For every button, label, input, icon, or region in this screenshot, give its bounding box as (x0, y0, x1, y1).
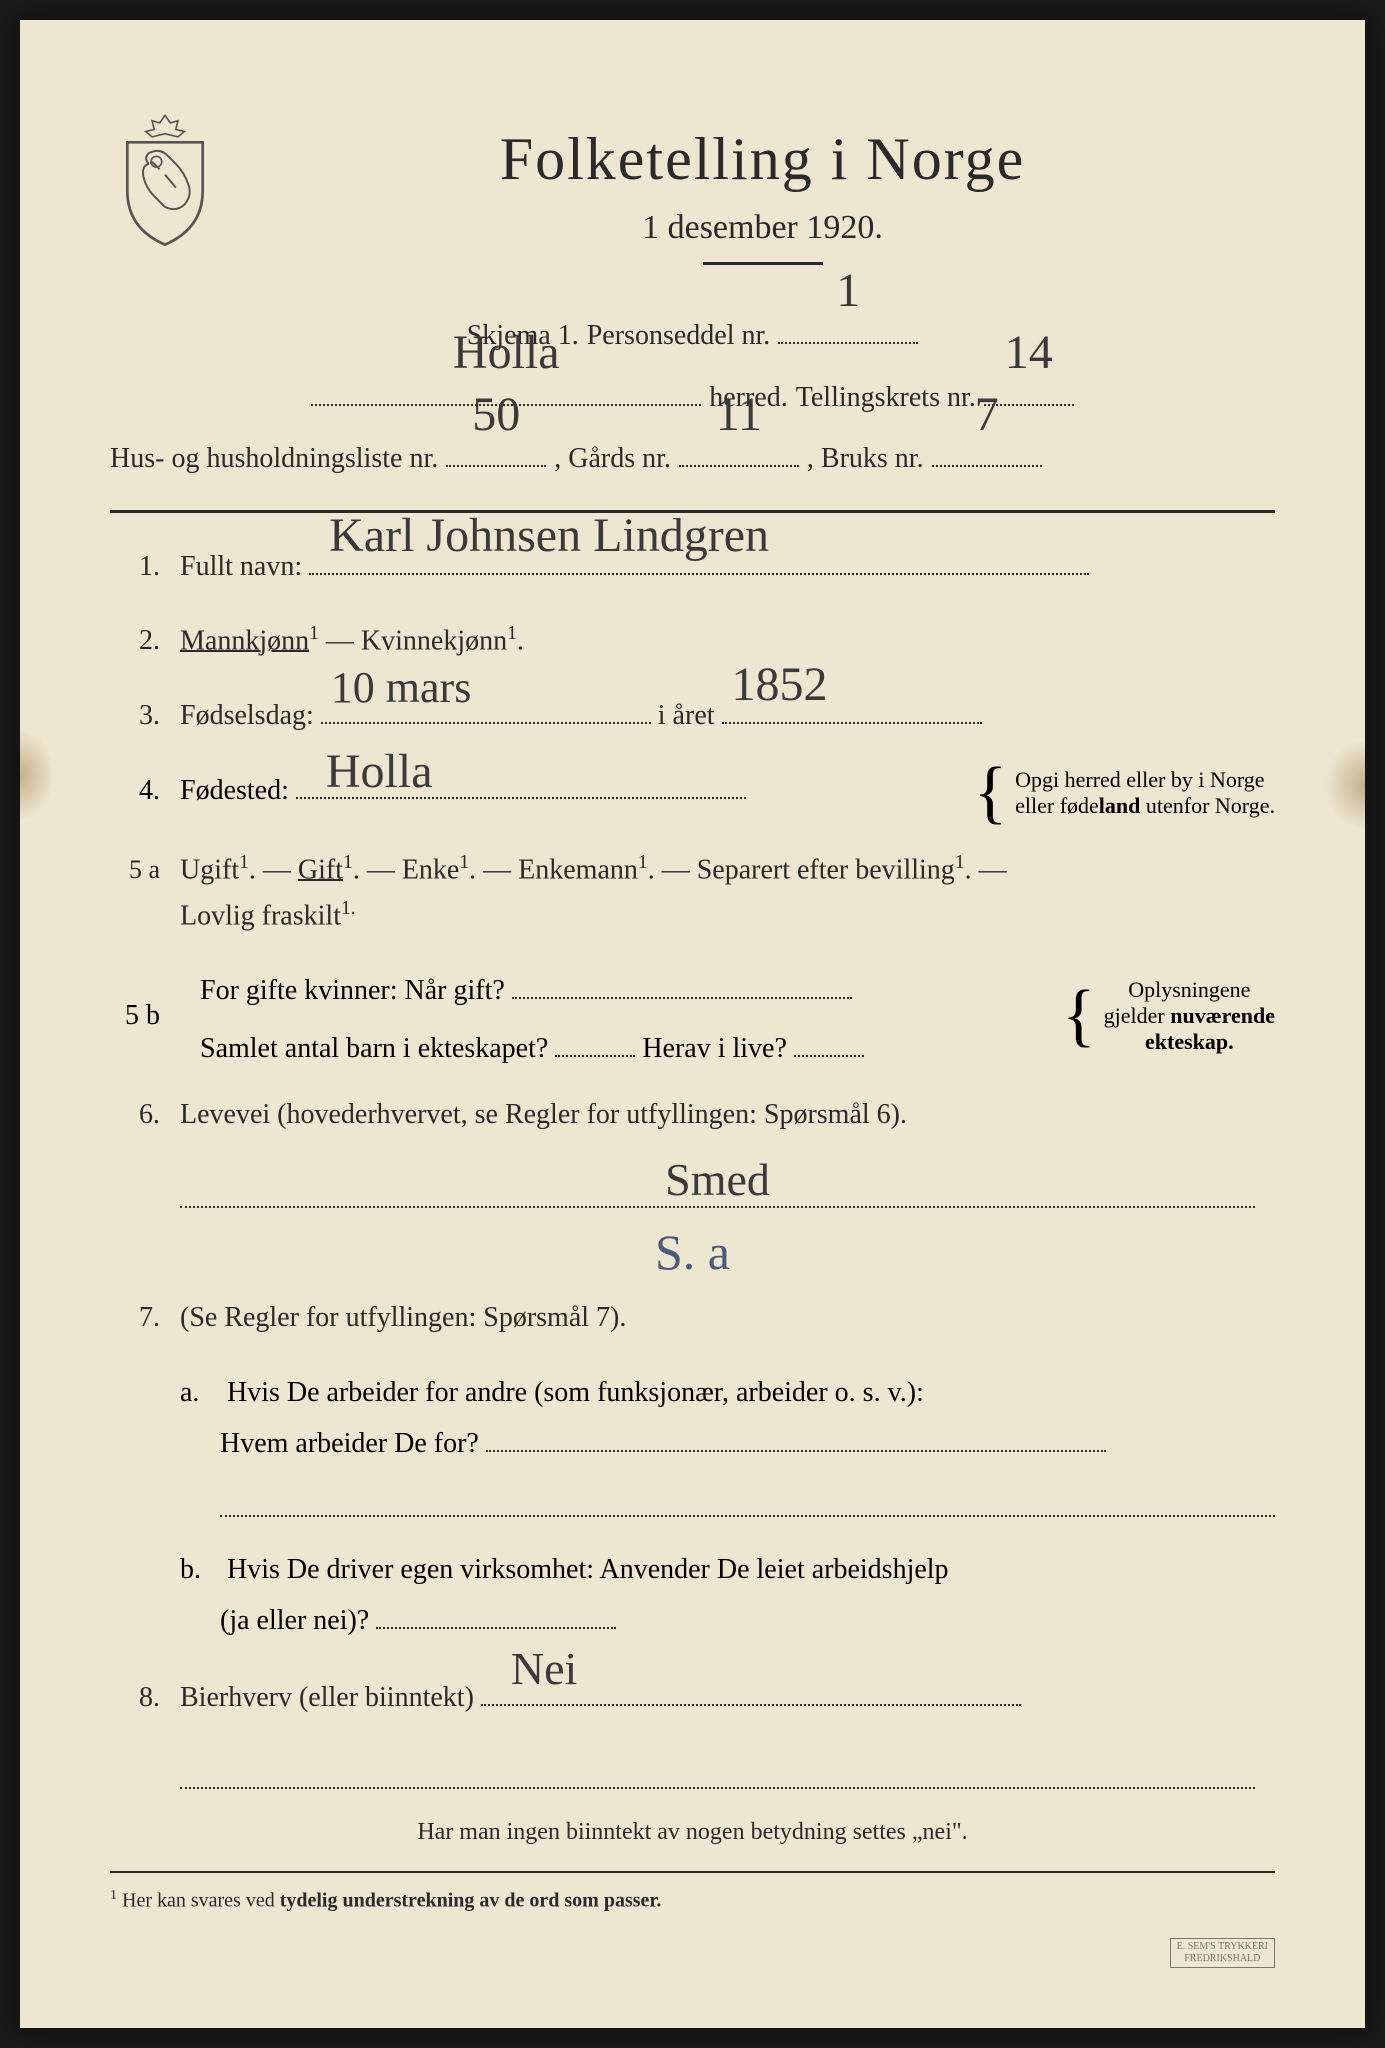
bruks-value: 7 (975, 362, 999, 468)
q3-label: Fødselsdag: (180, 700, 314, 731)
q1-value: Karl Johnsen Lindgren (329, 498, 769, 575)
subtitle: 1 desember 1920. (250, 209, 1275, 247)
footer-rule (110, 1871, 1275, 1873)
paper-stain-left (20, 730, 55, 820)
personseddel-label: Personseddel nr. (587, 305, 771, 367)
q4-num: 4. (110, 775, 160, 807)
husliste-field: 50 (446, 431, 546, 467)
q7a-line1: Hvis De arbeider for andre (som funksjon… (227, 1377, 924, 1408)
tellingskrets-label: Tellingskrets nr. (796, 367, 976, 429)
husliste-value: 50 (472, 362, 520, 468)
question-5a: 5 a Ugift1. — Gift1. — Enke1. — Enkemann… (110, 847, 1275, 939)
q6-num: 6. (110, 1093, 160, 1138)
question-5b: 5 b For gifte kvinner: Når gift? Samlet … (110, 967, 1275, 1065)
question-7a: a. Hvis De arbeider for andre (som funks… (180, 1368, 1275, 1517)
q8-num: 8. (110, 1676, 160, 1721)
q7b-line2: (ja eller nei)? (220, 1605, 369, 1636)
q7b-letter: b. (180, 1545, 220, 1595)
q4-label: Fødested: (180, 775, 289, 806)
header-row: Folketelling i Norge 1 desember 1920. (110, 110, 1275, 295)
husliste-label: Hus- og husholdningsliste nr. (110, 428, 438, 490)
q1-label: Fullt navn: (180, 551, 302, 582)
gards-field: 11 (679, 431, 799, 467)
q7-num: 7. (110, 1296, 160, 1341)
q3-num: 3. (110, 694, 160, 739)
q5b-field1 (512, 967, 852, 999)
brace-icon: { (1062, 998, 1096, 1033)
q3-year-value: 1852 (732, 647, 828, 724)
q3-year-label: i året (658, 700, 715, 731)
main-title: Folketelling i Norge (250, 125, 1275, 194)
q1-num: 1. (110, 545, 160, 590)
q5a-num: 5 a (110, 849, 160, 891)
q5b-note: { Oplysningene gjelder nuværende ekteska… (1062, 977, 1275, 1055)
bruks-field: 7 (932, 431, 1042, 467)
q5b-field2 (555, 1025, 635, 1057)
tellingskrets-value: 14 (1005, 300, 1053, 406)
question-4: 4. Fødested: Holla { Opgi herred eller b… (110, 767, 1275, 819)
bruks-label: , Bruks nr. (807, 428, 924, 490)
paper-stain-right (1325, 740, 1365, 830)
q5b-line2: Samlet antal barn i ekteskapet? (200, 1033, 548, 1064)
title-rule (703, 262, 823, 265)
q4-value: Holla (326, 744, 433, 799)
q6-field: Smed (180, 1158, 1255, 1208)
form-meta: Skjema 1. Personseddel nr. 1 Holla herre… (110, 305, 1275, 490)
q7a-line2: Hvem arbeider De for? (220, 1428, 479, 1459)
q5b-field3 (794, 1025, 864, 1057)
q7a-letter: a. (180, 1368, 220, 1418)
census-form-document: Folketelling i Norge 1 desember 1920. Sk… (20, 20, 1365, 2028)
q8-field2 (180, 1749, 1255, 1789)
q3-day-field: 10 mars (321, 692, 651, 724)
gards-label: , Gårds nr. (554, 428, 671, 490)
question-6: 6. Levevei (hovederhvervet, se Regler fo… (110, 1093, 1275, 1138)
q1-field: Karl Johnsen Lindgren (309, 543, 1089, 575)
q6-label: Levevei (hovederhvervet, se Regler for u… (180, 1099, 907, 1130)
printer-mark: E. SEM'S TRYKKERI FREDRIKSHALD (1170, 1938, 1275, 1968)
q3-year-field: 1852 (722, 692, 982, 724)
coat-of-arms-icon (110, 110, 220, 250)
q8-field: Nei (481, 1674, 1021, 1706)
q7a-field (486, 1420, 1106, 1452)
question-7: 7. (Se Regler for utfyllingen: Spørsmål … (110, 1296, 1275, 1341)
question-8: 8. Bierhverv (eller biinntekt) Nei (110, 1674, 1275, 1721)
bottom-note: Har man ingen biinntekt av nogen betydni… (110, 1819, 1275, 1846)
q2-female: Kvinnekjønn (361, 625, 507, 656)
q7a-field2 (220, 1477, 1275, 1517)
q7b-field (376, 1597, 616, 1629)
q5b-line2b: Herav i live? (642, 1033, 787, 1064)
q5b-line1: For gifte kvinner: Når gift? (200, 975, 505, 1006)
q7-label: (Se Regler for utfyllingen: Spørsmål 7). (180, 1302, 626, 1333)
q3-day-value: 10 mars (331, 653, 472, 723)
q6-annotation: S. a (110, 1223, 1275, 1281)
q8-value: Nei (511, 1632, 577, 1706)
q5b-num: 5 b (110, 1000, 160, 1032)
brace-icon: { (974, 775, 1008, 810)
q8-label: Bierhverv (eller biinntekt) (180, 1682, 474, 1713)
q4-field: Holla (296, 767, 746, 799)
personseddel-field: 1 (778, 308, 918, 344)
q2-num: 2. (110, 619, 160, 664)
gards-value: 11 (716, 362, 762, 468)
q6-value: Smed (665, 1153, 770, 1206)
title-block: Folketelling i Norge 1 desember 1920. (250, 110, 1275, 295)
question-2: 2. Mannkjønn1 — Kvinnekjønn1. (110, 618, 1275, 664)
q2-male: Mannkjønn (180, 625, 309, 656)
footnote: 1 Her kan svares ved tydelig understrekn… (110, 1888, 1275, 1913)
question-3: 3. Fødselsdag: 10 mars i året 1852 (110, 692, 1275, 739)
personseddel-value: 1 (836, 238, 860, 344)
q7b-line1: Hvis De driver egen virksomhet: Anvender… (227, 1554, 949, 1585)
q4-note: { Opgi herred eller by i Norge eller fød… (974, 767, 1276, 819)
question-7b: b. Hvis De driver egen virksomhet: Anven… (180, 1545, 1275, 1646)
question-1: 1. Fullt navn: Karl Johnsen Lindgren (110, 543, 1275, 590)
